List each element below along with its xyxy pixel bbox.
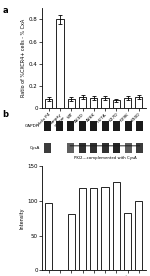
Bar	[124, 213, 131, 270]
Text: CysA: CysA	[30, 146, 40, 150]
Bar	[101, 187, 109, 270]
Bar	[135, 201, 142, 270]
Bar	[79, 189, 86, 270]
Text: PKI2---complemented with CysA: PKI2---complemented with CysA	[74, 156, 136, 160]
Bar	[90, 98, 97, 108]
Bar	[124, 98, 131, 108]
Bar	[79, 143, 86, 153]
Bar	[90, 121, 97, 131]
Text: GAPDH: GAPDH	[25, 124, 40, 128]
Bar	[101, 98, 109, 108]
Bar	[67, 143, 74, 153]
Bar	[44, 143, 51, 153]
Bar	[125, 121, 132, 131]
Bar	[45, 99, 52, 108]
Bar	[79, 97, 86, 108]
Y-axis label: Ratio of %CXCR4+ cells - % CxA: Ratio of %CXCR4+ cells - % CxA	[21, 19, 26, 97]
Bar	[102, 121, 109, 131]
Bar	[113, 182, 120, 270]
Bar	[56, 19, 64, 108]
Bar	[44, 121, 51, 131]
Bar	[113, 121, 120, 131]
Bar	[125, 143, 132, 153]
Bar	[136, 143, 143, 153]
Bar	[67, 121, 74, 131]
Bar	[135, 97, 142, 108]
Bar	[45, 203, 52, 270]
Text: b: b	[3, 110, 9, 119]
Bar	[136, 121, 143, 131]
Bar	[90, 189, 97, 270]
Bar	[113, 143, 120, 153]
Text: a: a	[3, 6, 8, 15]
Y-axis label: Intensity: Intensity	[20, 208, 25, 229]
Bar	[90, 143, 97, 153]
Bar	[68, 99, 75, 108]
Bar	[79, 121, 86, 131]
Bar	[102, 143, 109, 153]
Bar	[113, 100, 120, 108]
Bar	[56, 121, 63, 131]
Bar	[68, 214, 75, 270]
